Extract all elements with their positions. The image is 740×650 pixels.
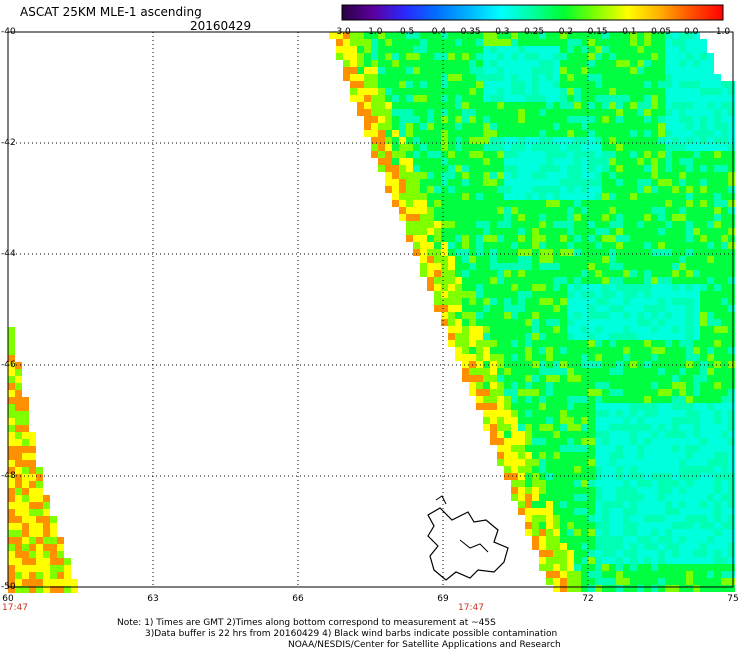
colorbar-tick-label: -0.35 [457,27,481,37]
latitude-label: -40 [1,27,16,37]
colorbar [341,4,724,21]
colorbar-tick-label: -0.15 [584,27,608,37]
latitude-label: -46 [1,360,16,370]
longitude-label: 66 [292,594,304,604]
colorbar-tick-label: -3.0 [333,27,351,37]
latitude-label: -50 [1,582,16,592]
product-title: ASCAT 25KM MLE-1 ascending [20,5,202,19]
kerguelen-coastline [427,495,509,581]
colorbar-tick-label: -0.05 [647,27,672,37]
time-label-left: 17:47 [2,603,28,613]
time-label-right: 17:47 [458,603,484,613]
colorbar-tick-label: -0.25 [520,27,545,37]
colorbar-tick-label: -0.1 [618,27,637,37]
latitude-label: -42 [1,138,16,148]
latitude-label: -44 [1,249,16,259]
longitude-label: 72 [582,594,594,604]
colorbar-tick-label: -0.4 [428,27,447,37]
swath-data [8,32,735,593]
product-date: 20160429 [190,19,252,33]
note-line-2: 3)Data buffer is 22 hrs from 20160429 4)… [145,629,558,639]
latitude-label: -48 [1,471,16,481]
longitude-label: 69 [437,594,449,604]
colorbar-gradient [341,4,724,21]
colorbar-tick-label: -0.3 [491,27,510,37]
colorbar-tick-label: 0.0 [684,27,699,37]
colorbar-tick-label: 1.0 [715,27,731,37]
longitude-label: 63 [147,594,159,604]
colorbar-tick-label: -0.5 [396,27,415,37]
longitude-label: 75 [727,594,739,604]
lat-lon-grid [8,32,733,587]
longitude-label: 60 [2,594,14,604]
map-frame [7,31,734,588]
note-line-1: Note: 1) Times are GMT 2)Times along bot… [117,618,496,628]
colorbar-tick-label: -0.2 [555,27,574,37]
credit-line: NOAA/NESDIS/Center for Satellite Applica… [288,640,561,650]
colorbar-tick-label: -1.0 [364,27,383,37]
